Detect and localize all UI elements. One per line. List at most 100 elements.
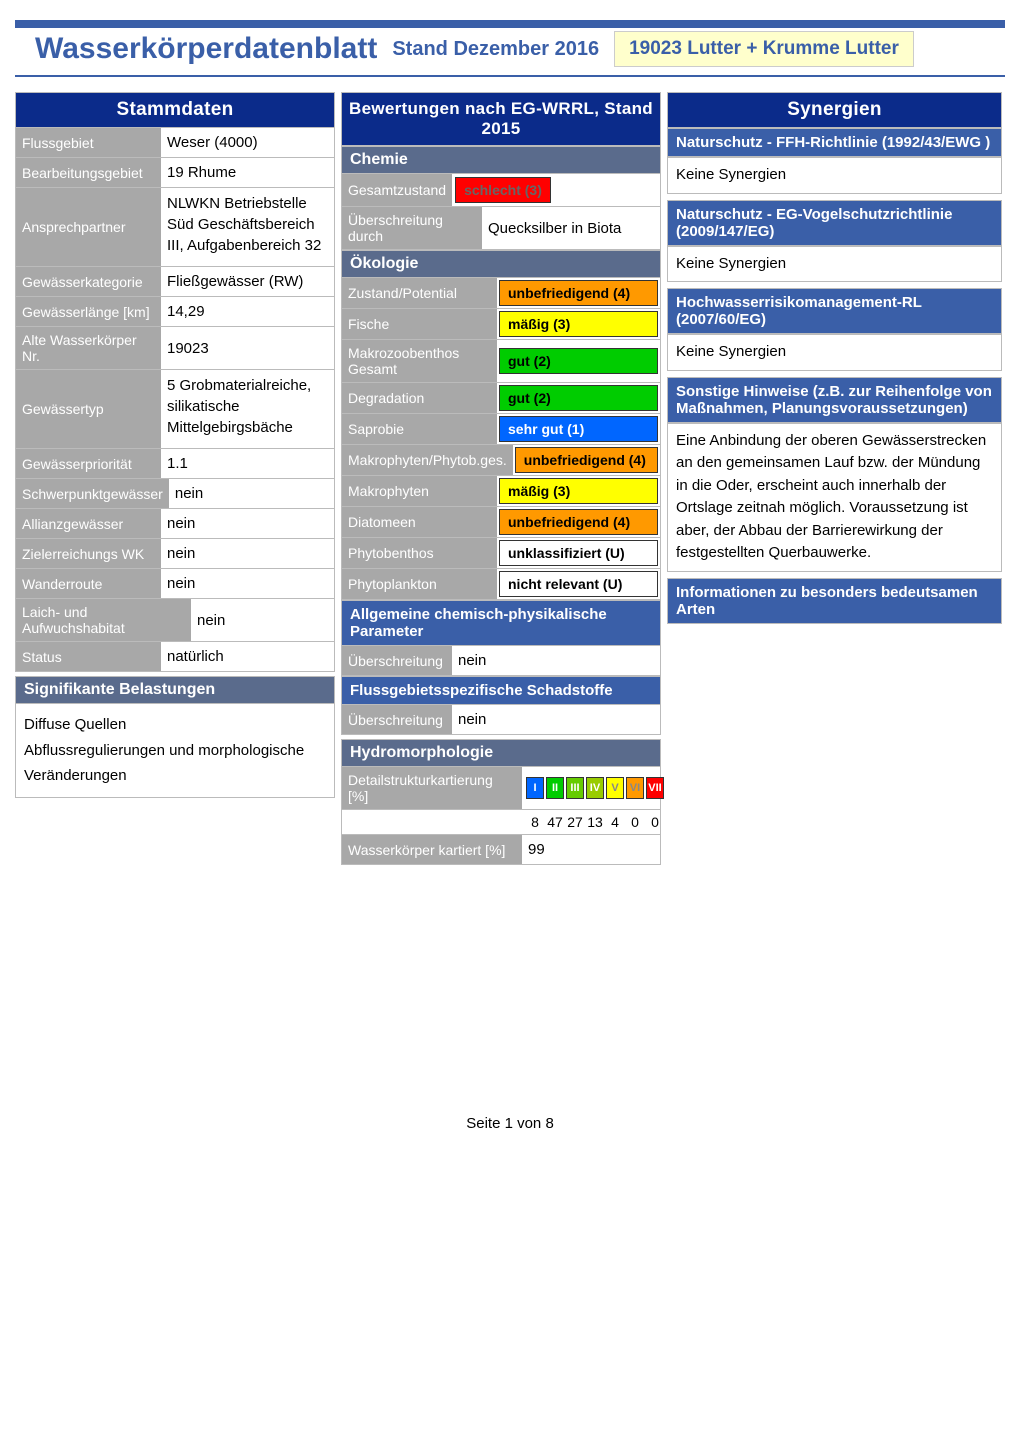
roman-cell: III	[566, 777, 584, 799]
top-bar	[15, 20, 1005, 28]
pct-cell: 8	[526, 814, 544, 830]
okologie-status: sehr gut (1)	[499, 416, 658, 442]
stammdaten-value: nein	[161, 539, 334, 568]
stammdaten-label: Bearbeitungsgebiet	[16, 158, 161, 187]
synergien-section-text: Keine Synergien	[667, 334, 1002, 371]
stammdaten-value: 19 Rhume	[161, 158, 334, 187]
chemie-gesamt-value: schlecht (3)	[455, 177, 551, 203]
pct-cell: 4	[606, 814, 624, 830]
stammdaten-value: NLWKN Betriebstelle Süd Geschäftsbereich…	[161, 188, 334, 266]
okologie-value-wrap: gut (2)	[497, 340, 660, 382]
hydro-header: Hydromorphologie	[341, 739, 661, 767]
chemie-header: Chemie	[341, 146, 661, 174]
stammdaten-value: Fließgewässer (RW)	[161, 267, 334, 296]
okologie-status: unklassifiziert (U)	[499, 540, 658, 566]
page-header: Wasserkörperdatenblatt Stand Dezember 20…	[15, 31, 1005, 77]
allgemeine-header: Allgemeine chemisch-physikalische Parame…	[341, 600, 661, 646]
okologie-label: Saprobie	[342, 414, 497, 444]
roman-cell: VII	[646, 777, 664, 799]
allgemeine-row: Überschreitung nein	[341, 646, 661, 676]
stammdaten-row: Schwerpunktgewässernein	[15, 479, 335, 509]
allgemeine-label: Überschreitung	[342, 646, 452, 675]
okologie-status: mäßig (3)	[499, 478, 658, 504]
stammdaten-row: GewässerkategorieFließgewässer (RW)	[15, 267, 335, 297]
stammdaten-value: nein	[161, 569, 334, 598]
stammdaten-label: Flussgebiet	[16, 128, 161, 157]
stammdaten-value: 14,29	[161, 297, 334, 326]
stammdaten-row: AnsprechpartnerNLWKN Betriebstelle Süd G…	[15, 188, 335, 267]
stammdaten-value: 1.1	[161, 449, 334, 478]
okologie-value-wrap: unbefriedigend (4)	[497, 278, 660, 308]
okologie-status: mäßig (3)	[499, 311, 658, 337]
detail-row: Detailstrukturkartierung [%] IIIIIIIVVVI…	[341, 767, 661, 810]
synergien-section-header: Naturschutz - EG-Vogelschutzrichtlinie (…	[667, 200, 1002, 246]
okologie-row: Fischemäßig (3)	[341, 309, 661, 340]
pct-spacer	[342, 810, 522, 834]
pct-cells: 8472713400	[522, 810, 668, 834]
stammdaten-row: Gewässerpriorität1.1	[15, 449, 335, 479]
stammdaten-label: Ansprechpartner	[16, 188, 161, 266]
stammdaten-row: Alte Wasserkörper Nr.19023	[15, 327, 335, 370]
stammdaten-row: Gewässerlänge [km]14,29	[15, 297, 335, 327]
chemie-uber-value: Quecksilber in Biota	[482, 207, 660, 249]
fluss-header: Flussgebietsspezifische Schadstoffe	[341, 676, 661, 705]
stammdaten-header: Stammdaten	[15, 92, 335, 128]
okologie-value-wrap: unbefriedigend (4)	[497, 507, 660, 537]
okologie-value-wrap: unbefriedigend (4)	[513, 445, 660, 475]
roman-cell: I	[526, 777, 544, 799]
synergien-section-text: Keine Synergien	[667, 157, 1002, 194]
stammdaten-label: Gewässerkategorie	[16, 267, 161, 296]
roman-cell: VI	[626, 777, 644, 799]
synergien-section-header: Naturschutz - FFH-Richtlinie (1992/43/EW…	[667, 128, 1002, 157]
synergien-section-header: Hochwasserrisikomanagement-RL (2007/60/E…	[667, 288, 1002, 334]
pct-cell: 13	[586, 814, 604, 830]
chemie-gesamt-label: Gesamtzustand	[342, 174, 452, 206]
stammdaten-value: nein	[191, 599, 334, 641]
chemie-gesamt-row: Gesamtzustand schlecht (3)	[341, 174, 661, 207]
okologie-row: Saprobiesehr gut (1)	[341, 414, 661, 445]
stammdaten-label: Gewässerlänge [km]	[16, 297, 161, 326]
okologie-label: Degradation	[342, 383, 497, 413]
stammdaten-label: Wanderroute	[16, 569, 161, 598]
okologie-label: Phytoplankton	[342, 569, 497, 599]
pct-cell: 47	[546, 814, 564, 830]
roman-cell: V	[606, 777, 624, 799]
okologie-row: Phytobenthosunklassifiziert (U)	[341, 538, 661, 569]
okologie-value-wrap: mäßig (3)	[497, 309, 660, 339]
stammdaten-value: nein	[161, 509, 334, 538]
pct-row: 8472713400	[341, 810, 661, 835]
synergien-column: Synergien Naturschutz - FFH-Richtlinie (…	[667, 92, 1002, 865]
stammdaten-value: nein	[169, 479, 334, 508]
okologie-status: nicht relevant (U)	[499, 571, 658, 597]
stammdaten-value: 19023	[161, 327, 334, 369]
synergien-section-text: Eine Anbindung der oberen Gewässerstreck…	[667, 423, 1002, 572]
okologie-label: Diatomeen	[342, 507, 497, 537]
pct-cell: 27	[566, 814, 584, 830]
detail-label: Detailstrukturkartierung [%]	[342, 767, 522, 809]
stammdaten-rows: FlussgebietWeser (4000)Bearbeitungsgebie…	[15, 128, 335, 672]
okologie-row: Zustand/Potentialunbefriedigend (4)	[341, 278, 661, 309]
okologie-header: Ökologie	[341, 250, 661, 278]
stammdaten-label: Schwerpunktgewässer	[16, 479, 169, 508]
okologie-label: Phytobenthos	[342, 538, 497, 568]
okologie-status: unbefriedigend (4)	[499, 509, 658, 535]
okologie-value-wrap: unklassifiziert (U)	[497, 538, 660, 568]
synergien-section-header: Sonstige Hinweise (z.B. zur Reihenfolge …	[667, 377, 1002, 423]
stammdaten-value: 5 Grobmaterialreiche, silikatische Mitte…	[161, 370, 334, 448]
bewertungen-column: Bewertungen nach EG-WRRL, Stand 2015 Che…	[341, 92, 661, 865]
okologie-label: Makrophyten/Phytob.ges.	[342, 445, 513, 475]
okologie-label: Fische	[342, 309, 497, 339]
page-footer: Seite 1 von 8	[15, 1115, 1005, 1132]
stammdaten-label: Zielerreichungs WK	[16, 539, 161, 568]
stammdaten-row: FlussgebietWeser (4000)	[15, 128, 335, 158]
stammdaten-row: Bearbeitungsgebiet19 Rhume	[15, 158, 335, 188]
fluss-row: Überschreitung nein	[341, 705, 661, 735]
synergien-header: Synergien	[667, 92, 1002, 128]
bewertungen-header: Bewertungen nach EG-WRRL, Stand 2015	[341, 92, 661, 146]
stammdaten-label: Gewässertyp	[16, 370, 161, 448]
okologie-row: Makrophyten/Phytob.ges.unbefriedigend (4…	[341, 445, 661, 476]
okologie-row: Phytoplanktonnicht relevant (U)	[341, 569, 661, 600]
pct-cell: 0	[626, 814, 644, 830]
stammdaten-row: Gewässertyp5 Grobmaterialreiche, silikat…	[15, 370, 335, 449]
okologie-row: Makrozoobenthos Gesamtgut (2)	[341, 340, 661, 383]
